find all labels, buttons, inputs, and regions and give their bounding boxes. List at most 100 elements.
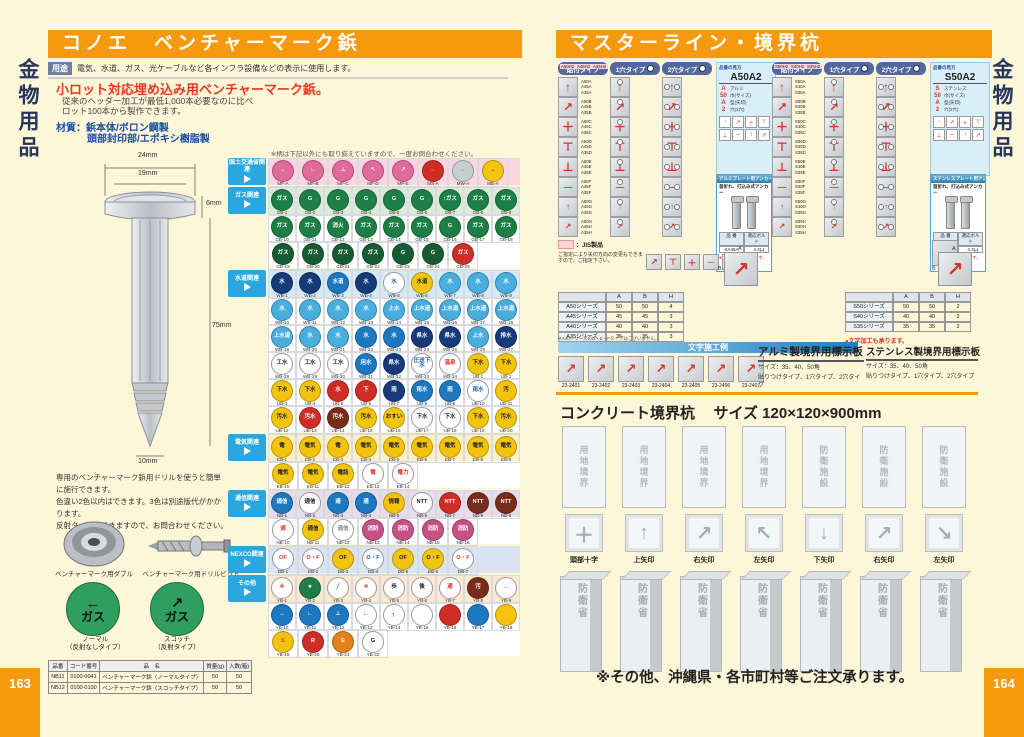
marker-code: NB-1: [276, 513, 288, 519]
plate-cell: ↗ A50H A45H A35H: [558, 217, 608, 237]
marker-category: 国土交通省関連 ↔ MF-A ∟ MF-B ⊥ MF-C ↖ MF-D ↗ MF-E ↔ MS-A ↔ MW…: [228, 158, 522, 187]
marker-cell: ガス GB-1: [268, 187, 296, 216]
marker-circle: O・F: [452, 548, 474, 570]
marker-code: WB-3: [332, 293, 344, 299]
type-header-label: 2穴タイプ: [881, 66, 912, 74]
marker-code: WB-14: [386, 320, 402, 326]
marker-cell: ガス GB-17: [464, 214, 492, 243]
plate-cell: ⊤ A50D A45D A35D: [558, 137, 608, 157]
anchor-bolt-icon: [746, 196, 759, 229]
category-arrow-icon: [243, 447, 251, 456]
marker-circle: 下水: [439, 407, 461, 429]
plate-cell: ↑S50G2S40G2S35G2: [774, 64, 926, 217]
marker-row: ガス GB-19 ガス GB-20 ガス GB-21 ガス GB-22 G GB-23 G GB-24…: [268, 241, 520, 270]
marker-circle: 水: [495, 272, 517, 294]
size-table-row: A35シリーズ 35 35 3: [558, 332, 684, 342]
marker-code: GB-21: [336, 264, 350, 270]
marker-circle: 汚: [467, 577, 489, 599]
marker-circle: 通信: [271, 492, 293, 514]
sus-board-types: 貼りつけタイプ、1穴タイプ、2穴タイプ: [866, 374, 975, 381]
plate: ⊥: [558, 157, 578, 177]
marker-cell: 通信 NB-2: [296, 490, 324, 519]
marker-circle: 電: [362, 463, 384, 485]
size-table-cell: A45シリーズ: [558, 312, 606, 322]
marker-code: EB-14: [396, 484, 410, 490]
product-code: A35C: [581, 129, 592, 135]
plate-cell: ↑S50G1S40G1S35G1: [774, 64, 874, 217]
size-table-cell: 50: [919, 302, 945, 312]
marker-code: WB-26: [470, 347, 486, 353]
hole: [674, 124, 680, 130]
concrete-stake: 用地境界 ＋ 頭部十字: [560, 426, 608, 565]
marker-circle: 雨水: [411, 380, 433, 402]
marker-code: UB-19: [471, 428, 485, 434]
dimension-diagram: ↗ A B H: [718, 246, 764, 292]
marker-circle: 汚水: [355, 407, 377, 429]
stake-head-mark: ↘: [925, 514, 963, 552]
marker-cell: 水 WB-5: [380, 270, 408, 299]
note-line-1: 専用のベンチャーマーク鋲用ドリルを使うと簡単に施行できます。: [56, 473, 221, 494]
up-mark-icon: ↑: [669, 80, 675, 94]
marker-cell: 県水 WB-25: [436, 324, 464, 353]
marker-row: 電気 EB-10 電気 EB-11 電話 EB-12 電 EB-13 電力 EB-14: [268, 461, 520, 490]
marker-circle: 水: [439, 272, 461, 294]
letter-sample: ↗ 23-2406: [708, 356, 734, 389]
dimension-letter: H: [974, 248, 978, 254]
nail-illustration: [104, 164, 211, 457]
product-code: S40H2: [790, 64, 804, 69]
marker-code: WB-29: [302, 374, 318, 380]
marker-cell: YB-16: [436, 602, 464, 631]
marker-cell: G GB-4: [352, 187, 380, 216]
product-code: A45H: [581, 224, 592, 230]
code-guide-title: 品番の見方: [719, 65, 742, 70]
marker-row: 水 WB-10 水 WB-11 水 WB-12 水 WB-13 上水 WB-14 上水道 WB-15 上…: [268, 297, 520, 326]
usage-tag: 用途: [48, 62, 72, 75]
marker-row: 汚水 UB-12 汚水 UB-13 汚水 UB-14 汚水 UB-15 おすい UB-16 下水 UB…: [268, 405, 520, 434]
marker-cell: G GB-24: [418, 241, 448, 270]
size-table-cell: 2: [945, 322, 971, 332]
letter-sample: ↗ 23-2403: [618, 356, 644, 389]
plate-cell: ⊥A50E2A45E2A35E2: [560, 64, 712, 177]
size-table-row: S35シリーズ 35 35 2: [845, 322, 971, 332]
plate-cell: ↗S50H1S40H1S35H1: [774, 64, 874, 237]
stake-head-label: 左矢印: [933, 557, 955, 564]
size-table-cell: 3: [658, 322, 684, 332]
marker-cell: 電 EB-1: [268, 434, 296, 463]
marker-code: YB-13: [359, 625, 373, 631]
marker-cell: 雨 UB-7: [380, 378, 408, 407]
product-code: A50C: [581, 119, 592, 124]
marker-code: GB-25: [456, 264, 470, 270]
marker-code: YB-4: [360, 598, 372, 604]
marker-cell: O・F DB-4: [358, 546, 388, 575]
plate-cell: ⊥S50E1S40E1S35E1: [774, 64, 874, 177]
marker-code: EB-12: [336, 484, 350, 490]
code-stack: A50E A45E A35E: [580, 159, 593, 175]
size-table-cell: 35: [893, 322, 919, 332]
marker-code: WB-8: [472, 293, 484, 299]
size-table-footnote: ※A40シリーズのD・E・Fタイプはございません。: [558, 336, 660, 341]
marker-cell: 用水 WB-31: [352, 351, 380, 380]
marker-cell: ↔ YB-10: [268, 602, 296, 631]
defense-stake-engraving: 防衛省: [935, 583, 947, 619]
cross-mark-icon: ＋: [561, 120, 574, 134]
plate-cell: ↗ S50H2 S40H2 S35H2: [774, 64, 926, 237]
marker-cell: G GB-23: [388, 241, 418, 270]
category-items: ※ YB-1 ★ YB-2 ╱ YB-3 ❋ YB-4 歩 YB-5 後 YB-6 通 YB-7 汚 YB-8…: [268, 575, 520, 658]
marker-code: EB-3: [332, 457, 344, 463]
code-guide-desc: 穴(2穴): [944, 107, 959, 112]
marker-circle: G: [439, 216, 461, 238]
hole: [831, 159, 837, 165]
marker-cell: OF DB-5: [388, 546, 418, 575]
category-label-text: 水道関連: [234, 275, 259, 282]
letter-sample-tile: ↗: [708, 356, 734, 382]
code-stack: A50H2 A45H2 A35H2: [560, 64, 608, 70]
teebottom-mark-icon: ⊥: [666, 160, 678, 174]
marker-cell: 情報 NB-5: [380, 490, 408, 519]
left-arrow-icon: ←: [85, 594, 101, 612]
marker-circle: ガス: [355, 216, 377, 238]
letter-sample: ↗ 23-2407: [738, 356, 764, 389]
product-code: A35D: [581, 149, 592, 155]
marker-cell: ガス GB-19: [268, 241, 298, 270]
plate: ⊥: [876, 157, 896, 177]
